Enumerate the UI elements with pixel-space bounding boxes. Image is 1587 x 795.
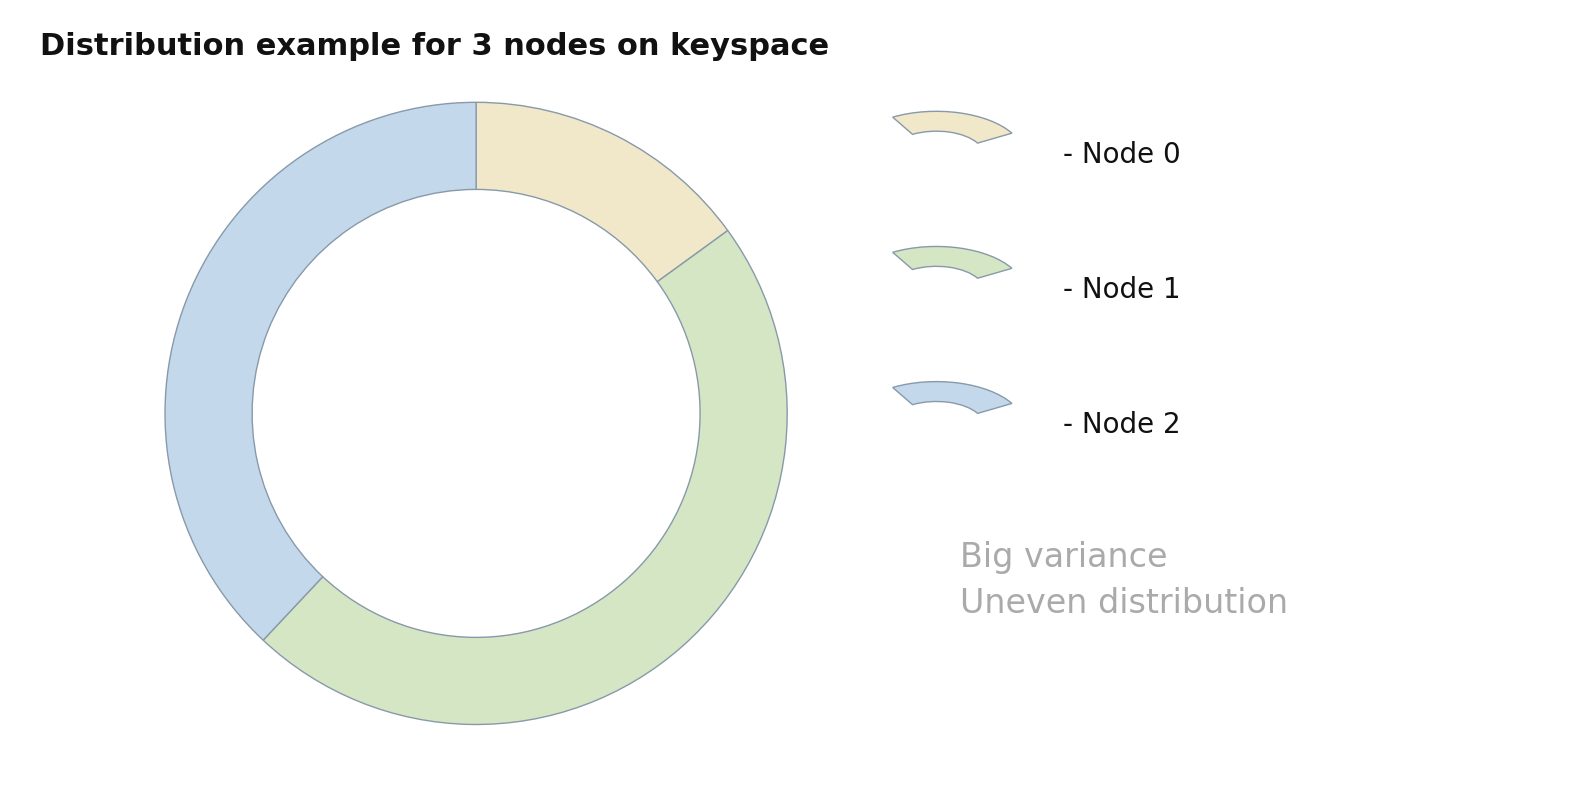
Wedge shape (892, 382, 1013, 413)
Text: Distribution example for 3 nodes on keyspace: Distribution example for 3 nodes on keys… (40, 32, 828, 60)
Text: - Node 1: - Node 1 (1063, 276, 1181, 304)
Wedge shape (476, 103, 728, 281)
Wedge shape (263, 231, 787, 724)
Text: - Node 2: - Node 2 (1063, 411, 1181, 440)
Wedge shape (892, 111, 1013, 143)
Wedge shape (165, 103, 476, 640)
Text: Big variance
Uneven distribution: Big variance Uneven distribution (960, 541, 1289, 620)
Wedge shape (892, 246, 1013, 278)
Text: - Node 0: - Node 0 (1063, 141, 1181, 169)
